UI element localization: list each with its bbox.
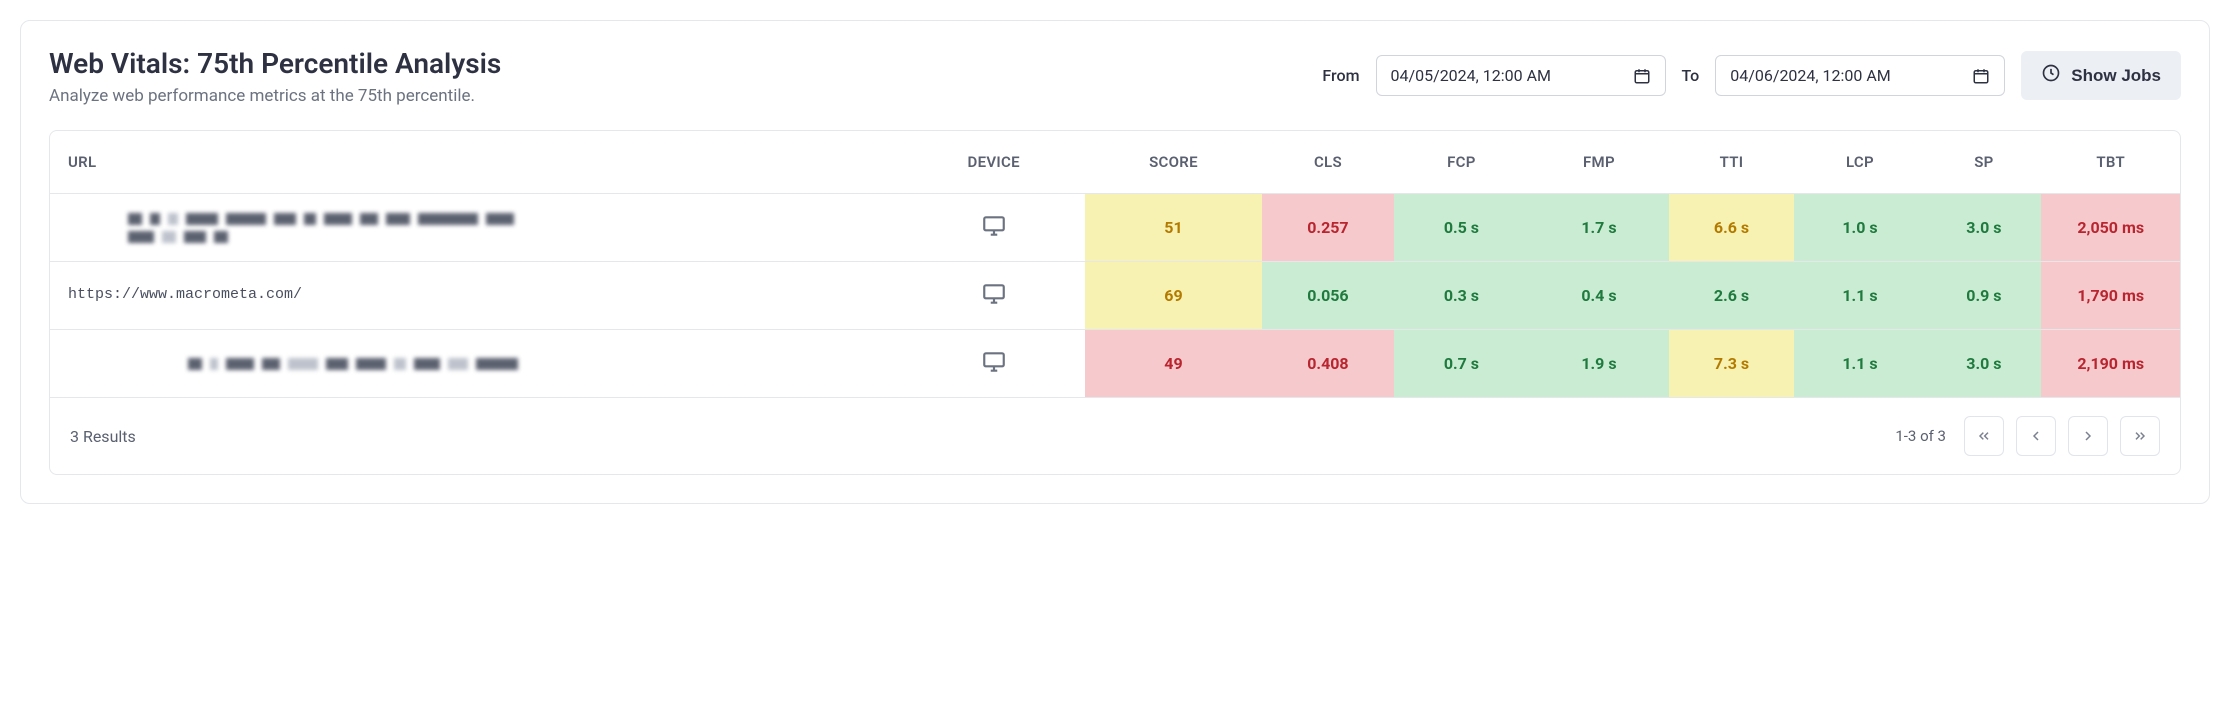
url-cell: [50, 194, 902, 262]
header-row: Web Vitals: 75th Percentile Analysis Ana…: [49, 47, 2181, 106]
date-controls: From 04/05/2024, 12:00 AM To 04/06/2024,…: [1322, 47, 2181, 100]
to-date-input[interactable]: 04/06/2024, 12:00 AM: [1715, 55, 2005, 96]
to-label: To: [1682, 66, 1700, 85]
metric-lcp: 1.1 s: [1794, 330, 1927, 398]
to-date-value: 04/06/2024, 12:00 AM: [1730, 66, 1890, 85]
device-cell: [902, 262, 1085, 330]
from-label: From: [1322, 66, 1359, 85]
metric-score: 51: [1085, 194, 1261, 262]
col-sp: SP: [1926, 131, 2041, 194]
title-block: Web Vitals: 75th Percentile Analysis Ana…: [49, 47, 1298, 106]
desktop-icon: [981, 292, 1007, 311]
page-next-button[interactable]: [2068, 416, 2108, 456]
metric-tbt: 1,790 ms: [2041, 262, 2180, 330]
col-url: URL: [50, 131, 902, 194]
metric-fcp: 0.5 s: [1394, 194, 1528, 262]
metric-cls: 0.408: [1262, 330, 1395, 398]
metric-lcp: 1.1 s: [1794, 262, 1927, 330]
vitals-table: URL DEVICE SCORE CLS FCP FMP TTI LCP SP …: [50, 131, 2180, 398]
table-row: 490.4080.7 s1.9 s7.3 s1.1 s3.0 s2,190 ms: [50, 330, 2180, 398]
metric-fmp: 0.4 s: [1528, 262, 1669, 330]
url-cell: [50, 330, 902, 398]
device-cell: [902, 194, 1085, 262]
show-jobs-label: Show Jobs: [2071, 66, 2161, 86]
desktop-icon: [981, 360, 1007, 379]
col-lcp: LCP: [1794, 131, 1927, 194]
page-prev-button[interactable]: [2016, 416, 2056, 456]
results-count: 3 Results: [70, 427, 136, 446]
metric-fcp: 0.3 s: [1394, 262, 1528, 330]
col-score: SCORE: [1085, 131, 1261, 194]
table-row: https://www.macrometa.com/690.0560.3 s0.…: [50, 262, 2180, 330]
desktop-icon: [981, 224, 1007, 243]
metric-sp: 3.0 s: [1926, 330, 2041, 398]
metric-tti: 2.6 s: [1669, 262, 1793, 330]
metric-fmp: 1.7 s: [1528, 194, 1669, 262]
col-fmp: FMP: [1528, 131, 1669, 194]
calendar-icon: [1633, 67, 1651, 85]
metric-tbt: 2,190 ms: [2041, 330, 2180, 398]
col-fcp: FCP: [1394, 131, 1528, 194]
col-cls: CLS: [1262, 131, 1395, 194]
metric-score: 49: [1085, 330, 1261, 398]
url-cell: https://www.macrometa.com/: [50, 262, 902, 330]
table-footer: 3 Results 1-3 of 3: [50, 398, 2180, 474]
page-last-button[interactable]: [2120, 416, 2160, 456]
clock-icon: [2041, 63, 2061, 88]
metric-tbt: 2,050 ms: [2041, 194, 2180, 262]
col-device: DEVICE: [902, 131, 1085, 194]
pagination: 1-3 of 3: [1895, 416, 2160, 456]
table-row: 510.2570.5 s1.7 s6.6 s1.0 s3.0 s2,050 ms: [50, 194, 2180, 262]
table-header-row: URL DEVICE SCORE CLS FCP FMP TTI LCP SP …: [50, 131, 2180, 194]
metric-cls: 0.056: [1262, 262, 1395, 330]
metric-fmp: 1.9 s: [1528, 330, 1669, 398]
from-date-value: 04/05/2024, 12:00 AM: [1391, 66, 1551, 85]
col-tti: TTI: [1669, 131, 1793, 194]
page-subtitle: Analyze web performance metrics at the 7…: [49, 86, 1298, 106]
metric-fcp: 0.7 s: [1394, 330, 1528, 398]
page-title: Web Vitals: 75th Percentile Analysis: [49, 47, 1298, 80]
vitals-table-wrap: URL DEVICE SCORE CLS FCP FMP TTI LCP SP …: [49, 130, 2181, 475]
calendar-icon: [1972, 67, 1990, 85]
metric-sp: 3.0 s: [1926, 194, 2041, 262]
show-jobs-button[interactable]: Show Jobs: [2021, 51, 2181, 100]
metric-tti: 6.6 s: [1669, 194, 1793, 262]
from-date-input[interactable]: 04/05/2024, 12:00 AM: [1376, 55, 1666, 96]
page-first-button[interactable]: [1964, 416, 2004, 456]
metric-sp: 0.9 s: [1926, 262, 2041, 330]
metric-tti: 7.3 s: [1669, 330, 1793, 398]
page-info: 1-3 of 3: [1895, 427, 1946, 445]
device-cell: [902, 330, 1085, 398]
metric-lcp: 1.0 s: [1794, 194, 1927, 262]
metric-score: 69: [1085, 262, 1261, 330]
metric-cls: 0.257: [1262, 194, 1395, 262]
col-tbt: TBT: [2041, 131, 2180, 194]
web-vitals-card: Web Vitals: 75th Percentile Analysis Ana…: [20, 20, 2210, 504]
